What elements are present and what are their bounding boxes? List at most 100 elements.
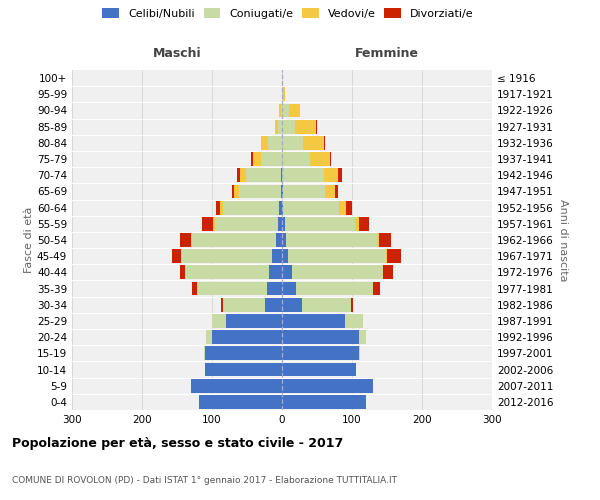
- Bar: [282, 217, 285, 230]
- Bar: [253, 152, 261, 166]
- Bar: [215, 217, 278, 230]
- Bar: [282, 136, 303, 149]
- Bar: [283, 88, 285, 101]
- Bar: [268, 136, 282, 149]
- Bar: [269, 266, 282, 280]
- Bar: [350, 298, 353, 312]
- Bar: [359, 346, 361, 360]
- Bar: [275, 120, 278, 134]
- Bar: [329, 152, 331, 166]
- Bar: [197, 282, 266, 296]
- Bar: [277, 233, 282, 247]
- Bar: [387, 250, 401, 263]
- Legend: Celibi/Nubili, Coniugati/e, Vedovi/e, Divorziati/e: Celibi/Nubili, Coniugati/e, Vedovi/e, Di…: [103, 8, 473, 19]
- Text: COMUNE DI ROVOLON (PD) - Dati ISTAT 1° gennaio 2017 - Elaborazione TUTTITALIA.IT: COMUNE DI ROVOLON (PD) - Dati ISTAT 1° g…: [12, 476, 397, 485]
- Bar: [226, 314, 282, 328]
- Bar: [282, 379, 373, 392]
- Bar: [199, 395, 282, 409]
- Text: Maschi: Maschi: [152, 48, 202, 60]
- Bar: [296, 282, 373, 296]
- Bar: [205, 346, 282, 360]
- Bar: [316, 120, 317, 134]
- Bar: [282, 250, 287, 263]
- Bar: [324, 136, 325, 149]
- Bar: [245, 168, 281, 182]
- Bar: [310, 152, 329, 166]
- Bar: [289, 104, 299, 118]
- Bar: [282, 168, 324, 182]
- Bar: [325, 184, 335, 198]
- Bar: [180, 266, 185, 280]
- Bar: [324, 168, 338, 182]
- Bar: [223, 298, 265, 312]
- Bar: [239, 184, 281, 198]
- Bar: [359, 330, 366, 344]
- Bar: [191, 379, 282, 392]
- Bar: [206, 330, 212, 344]
- Bar: [185, 266, 269, 280]
- Y-axis label: Fasce di età: Fasce di età: [24, 207, 34, 273]
- Bar: [295, 120, 316, 134]
- Bar: [278, 217, 282, 230]
- Bar: [386, 250, 387, 263]
- Bar: [282, 104, 289, 118]
- Bar: [282, 266, 292, 280]
- Bar: [232, 184, 235, 198]
- Bar: [292, 266, 383, 280]
- Bar: [266, 282, 282, 296]
- Bar: [282, 88, 283, 101]
- Bar: [193, 233, 277, 247]
- Bar: [282, 330, 359, 344]
- Bar: [240, 168, 245, 182]
- Text: Femmine: Femmine: [355, 48, 419, 60]
- Bar: [355, 217, 359, 230]
- Bar: [205, 362, 282, 376]
- Bar: [338, 168, 342, 182]
- Bar: [279, 200, 282, 214]
- Bar: [282, 120, 295, 134]
- Bar: [237, 168, 240, 182]
- Bar: [383, 266, 392, 280]
- Bar: [283, 184, 325, 198]
- Bar: [282, 200, 283, 214]
- Bar: [180, 233, 191, 247]
- Bar: [214, 217, 215, 230]
- Bar: [379, 233, 391, 247]
- Bar: [251, 152, 253, 166]
- Bar: [302, 298, 350, 312]
- Bar: [212, 314, 226, 328]
- Bar: [265, 298, 282, 312]
- Text: Popolazione per età, sesso e stato civile - 2017: Popolazione per età, sesso e stato civil…: [12, 437, 343, 450]
- Bar: [286, 233, 377, 247]
- Bar: [221, 298, 223, 312]
- Bar: [282, 233, 286, 247]
- Bar: [283, 200, 340, 214]
- Bar: [346, 200, 352, 214]
- Bar: [261, 152, 282, 166]
- Bar: [287, 250, 386, 263]
- Bar: [282, 395, 366, 409]
- Bar: [282, 152, 310, 166]
- Bar: [281, 184, 282, 198]
- Bar: [271, 250, 282, 263]
- Bar: [340, 200, 346, 214]
- Bar: [377, 233, 379, 247]
- Bar: [282, 282, 296, 296]
- Bar: [212, 330, 282, 344]
- Bar: [216, 200, 220, 214]
- Bar: [303, 136, 324, 149]
- Bar: [345, 314, 362, 328]
- Bar: [191, 233, 193, 247]
- Bar: [281, 104, 282, 118]
- Bar: [172, 250, 181, 263]
- Bar: [335, 184, 338, 198]
- Bar: [282, 298, 302, 312]
- Bar: [359, 217, 369, 230]
- Bar: [203, 346, 205, 360]
- Bar: [282, 362, 355, 376]
- Bar: [282, 346, 359, 360]
- Bar: [279, 104, 281, 118]
- Y-axis label: Anni di nascita: Anni di nascita: [557, 198, 568, 281]
- Bar: [202, 217, 214, 230]
- Bar: [282, 184, 283, 198]
